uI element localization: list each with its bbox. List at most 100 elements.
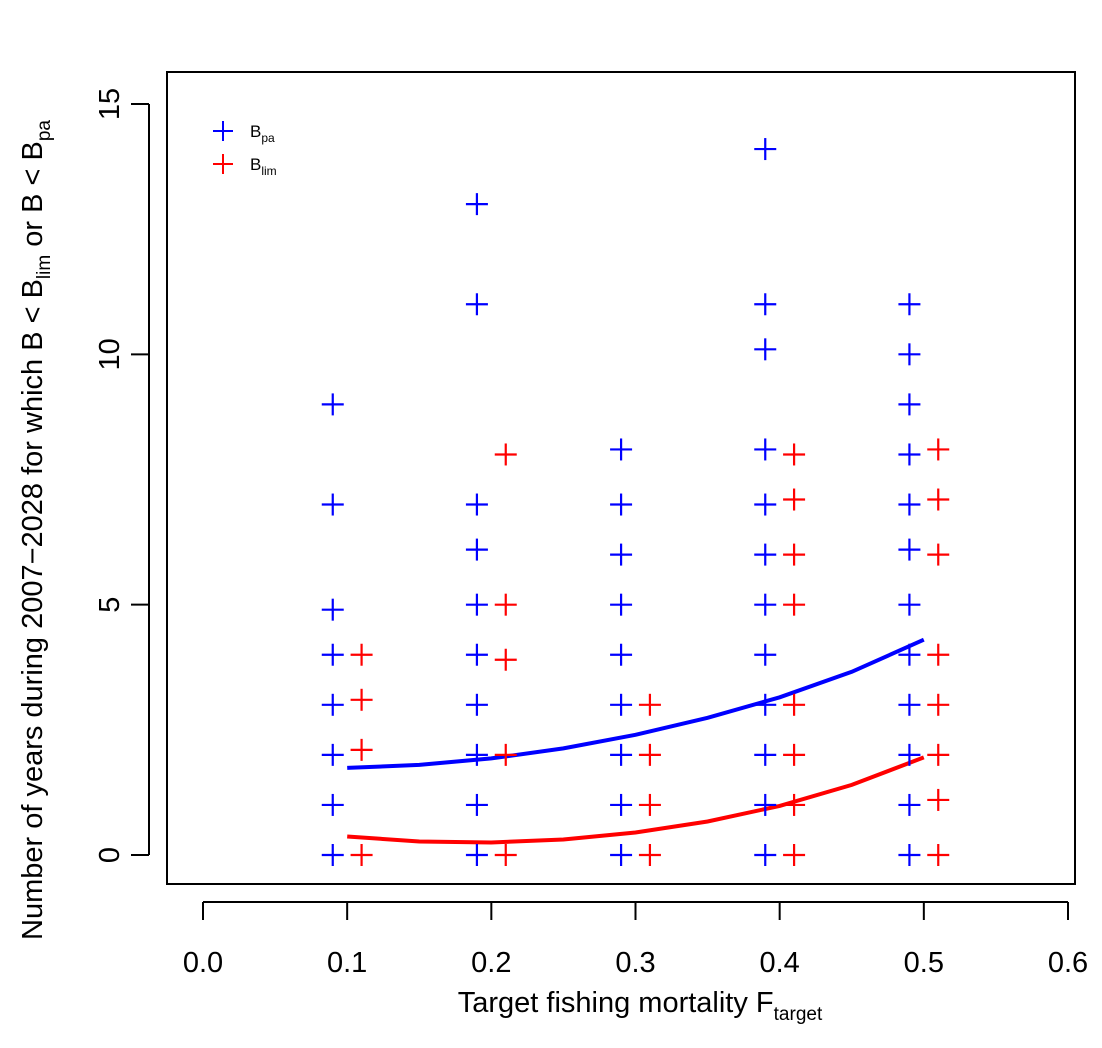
- data-point: [321, 393, 344, 416]
- x-tick-label: 0.2: [471, 947, 511, 979]
- data-point: [783, 593, 806, 616]
- data-point: [754, 793, 777, 816]
- legend-label-blim: Blim: [250, 155, 277, 178]
- data-point: [638, 793, 661, 816]
- data-point: [754, 743, 777, 766]
- data-point: [321, 743, 344, 766]
- y-tick-label: 15: [94, 88, 126, 120]
- data-point: [898, 844, 921, 866]
- y-tick-label: 5: [94, 597, 126, 613]
- x-axis-title-subscript: target: [774, 1004, 823, 1025]
- data-points: [321, 138, 950, 866]
- data-point: [494, 593, 517, 616]
- data-point: [610, 493, 633, 516]
- data-point: [927, 543, 950, 566]
- data-point: [898, 643, 921, 666]
- data-point: [494, 443, 517, 466]
- y-tick-label: 0: [94, 847, 126, 863]
- data-point: [927, 643, 950, 666]
- data-point: [494, 743, 517, 766]
- trend-line: [347, 755, 925, 845]
- data-point: [465, 693, 488, 716]
- data-point: [898, 443, 921, 466]
- data-point: [350, 738, 373, 761]
- data-point: [465, 538, 488, 561]
- data-point: [321, 793, 344, 816]
- data-point: [754, 293, 777, 316]
- data-point: [754, 643, 777, 666]
- data-point: [783, 793, 806, 816]
- y-tick-label: 10: [94, 338, 126, 370]
- data-point: [927, 438, 950, 461]
- data-point: [898, 593, 921, 616]
- data-point: [898, 293, 921, 316]
- data-point: [927, 488, 950, 511]
- data-point: [494, 648, 517, 671]
- data-point: [610, 693, 633, 716]
- data-point: [350, 643, 373, 666]
- data-point: [754, 593, 777, 616]
- data-point: [783, 543, 806, 566]
- y-axis: 0 5 10 15: [94, 88, 150, 863]
- data-point: [783, 488, 806, 511]
- data-point: [783, 693, 806, 716]
- data-point: [754, 438, 777, 461]
- data-point: [898, 793, 921, 816]
- legend: Bpa Blim: [213, 121, 277, 178]
- data-point: [754, 844, 777, 866]
- data-point: [754, 693, 777, 716]
- data-point: [783, 844, 806, 866]
- data-point: [465, 743, 488, 766]
- data-point: [610, 844, 633, 866]
- data-point: [638, 693, 661, 716]
- data-point: [610, 643, 633, 666]
- data-point: [610, 743, 633, 766]
- plot-frame: [166, 71, 1076, 885]
- data-point: [465, 643, 488, 666]
- data-point: [494, 844, 517, 866]
- data-point: [610, 543, 633, 566]
- data-point: [638, 844, 661, 866]
- x-tick-label: 0.1: [327, 947, 367, 979]
- data-point: [465, 793, 488, 816]
- data-point: [754, 138, 777, 161]
- data-point: [783, 743, 806, 766]
- y-axis-title-subscript-lim: lim: [34, 255, 55, 279]
- x-tick-label: 0.0: [183, 947, 223, 979]
- data-point: [927, 788, 950, 811]
- data-point: [783, 443, 806, 466]
- trend-lines: [347, 637, 925, 845]
- data-point: [898, 343, 921, 366]
- data-point: [321, 493, 344, 516]
- data-point: [898, 538, 921, 561]
- x-axis: 0.0 0.1 0.2 0.3 0.4 0.5 0.6: [183, 901, 1088, 979]
- data-point: [465, 493, 488, 516]
- legend-marker-bpa: [213, 121, 233, 141]
- legend-label-bpa: Bpa: [250, 122, 275, 145]
- data-point: [754, 543, 777, 566]
- x-axis-title: Target fishing mortality Ftarget: [458, 987, 823, 1025]
- data-point: [927, 844, 950, 866]
- data-point: [610, 593, 633, 616]
- y-axis-title-subscript-pa: pa: [34, 120, 55, 142]
- data-point: [638, 743, 661, 766]
- legend-marker-blim: [213, 154, 233, 174]
- x-tick-label: 0.6: [1048, 947, 1088, 979]
- data-point: [350, 844, 373, 866]
- data-point: [898, 393, 921, 416]
- data-point: [321, 693, 344, 716]
- data-point: [898, 693, 921, 716]
- x-tick-label: 0.4: [760, 947, 800, 979]
- data-point: [321, 643, 344, 666]
- data-point: [610, 793, 633, 816]
- data-point: [898, 743, 921, 766]
- data-point: [350, 688, 373, 711]
- data-point: [927, 743, 950, 766]
- data-point: [465, 293, 488, 316]
- data-point: [754, 493, 777, 516]
- data-point: [898, 493, 921, 516]
- y-axis-title: Number of years during 2007−2028 for whi…: [17, 120, 55, 940]
- data-point: [754, 338, 777, 361]
- data-point: [321, 598, 344, 621]
